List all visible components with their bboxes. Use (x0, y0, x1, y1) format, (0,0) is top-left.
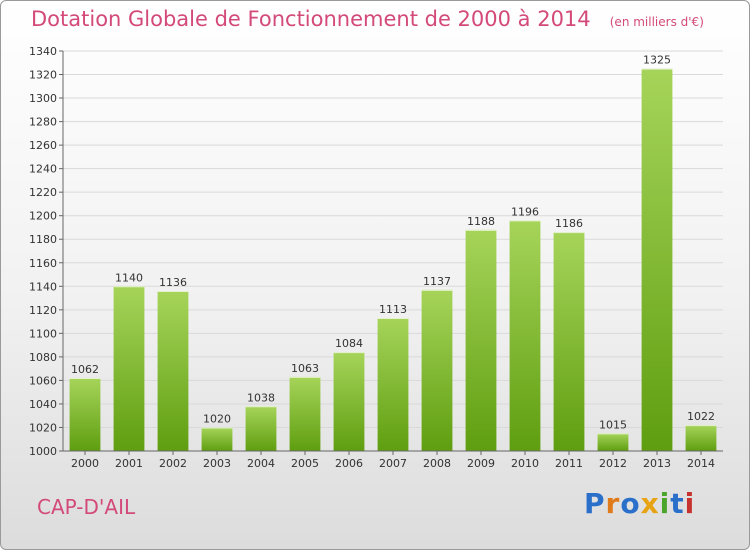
data-label-2000: 1062 (71, 363, 99, 376)
x-tick-label-2009: 2009 (467, 457, 495, 470)
bar-2011[interactable] (553, 232, 585, 451)
title-row: Dotation Globale de Fonctionnement de 20… (31, 7, 704, 31)
data-label-2006: 1084 (335, 337, 363, 350)
bar-2013[interactable] (641, 68, 673, 451)
x-tick-label-2000: 2000 (71, 457, 99, 470)
logo-letter: x (640, 487, 660, 520)
bar-2008[interactable] (421, 289, 453, 451)
x-tick-label-2008: 2008 (423, 457, 451, 470)
commune-name: CAP-D'AIL (37, 495, 136, 519)
x-tick-label-2006: 2006 (335, 457, 363, 470)
data-label-2004: 1038 (247, 391, 275, 404)
data-label-2007: 1113 (379, 303, 407, 316)
bar-2014[interactable] (685, 425, 717, 451)
bar-2010[interactable] (509, 220, 541, 451)
data-label-2008: 1137 (423, 275, 451, 288)
y-tick-label: 1200 (29, 210, 57, 223)
bar-2012[interactable] (597, 433, 629, 451)
y-tick-label: 1220 (29, 186, 57, 199)
y-tick-label: 1120 (29, 304, 57, 317)
y-tick-label: 1100 (29, 327, 57, 340)
y-tick-label: 1020 (29, 421, 57, 434)
x-tick-label-2002: 2002 (159, 457, 187, 470)
data-label-2002: 1136 (159, 276, 187, 289)
bar-2000[interactable] (69, 378, 101, 451)
x-tick-label-2007: 2007 (379, 457, 407, 470)
y-tick-label: 1000 (29, 445, 57, 458)
y-tick-label: 1140 (29, 280, 57, 293)
y-tick-label: 1300 (29, 92, 57, 105)
bar-layer: 1062 1140 1136 1020 1038 1063 1084 1113 1137 1188… (69, 54, 717, 451)
x-tick-label-2014: 2014 (687, 457, 715, 470)
x-tick-label-2013: 2013 (643, 457, 671, 470)
x-tick-label-2005: 2005 (291, 457, 319, 470)
x-tick-label-2004: 2004 (247, 457, 275, 470)
bar-2001[interactable] (113, 286, 145, 451)
y-tick-label: 1040 (29, 398, 57, 411)
logo-letter: P (584, 487, 606, 520)
bar-2003[interactable] (201, 427, 233, 451)
y-tick-label: 1160 (29, 257, 57, 270)
data-label-2001: 1140 (115, 271, 143, 284)
logo-letter: o (620, 487, 641, 520)
x-tick-label-2011: 2011 (555, 457, 583, 470)
logo-letter: r (605, 487, 621, 520)
logo-letter: i (659, 487, 671, 520)
y-tick-label: 1280 (29, 116, 57, 129)
data-label-2010: 1196 (511, 205, 539, 218)
y-tick-label: 1080 (29, 351, 57, 364)
x-tick-label-2001: 2001 (115, 457, 143, 470)
proxiti-logo[interactable]: Proxiti (584, 487, 695, 520)
data-label-2009: 1188 (467, 215, 495, 228)
bar-2006[interactable] (333, 352, 365, 451)
x-tick-label-2003: 2003 (203, 457, 231, 470)
x-tick-label-2012: 2012 (599, 457, 627, 470)
y-tick-label: 1320 (29, 69, 57, 82)
data-label-2011: 1186 (555, 217, 583, 230)
data-label-2003: 1020 (203, 412, 231, 425)
bar-2007[interactable] (377, 318, 409, 451)
data-label-2013: 1325 (643, 54, 671, 67)
chart-unit: (en milliers d'€) (609, 15, 704, 29)
y-tick-label: 1240 (29, 163, 57, 176)
y-tick-label: 1180 (29, 233, 57, 246)
axis-layer: 1000 1020 1040 1060 1080 1100 1120 1140 1160 1180… (29, 45, 723, 470)
bar-2009[interactable] (465, 229, 497, 451)
data-label-2014: 1022 (687, 410, 715, 423)
chart-title: Dotation Globale de Fonctionnement de 20… (31, 7, 591, 31)
bar-2005[interactable] (289, 376, 321, 451)
bar-2004[interactable] (245, 406, 277, 451)
y-tick-label: 1260 (29, 139, 57, 152)
logo-letter: t (670, 487, 685, 520)
y-tick-label: 1340 (29, 45, 57, 58)
x-tick-label-2010: 2010 (511, 457, 539, 470)
logo-letter: i (684, 487, 696, 520)
bar-2002[interactable] (157, 291, 189, 451)
data-label-2005: 1063 (291, 362, 319, 375)
data-label-2012: 1015 (599, 418, 627, 431)
y-tick-label: 1060 (29, 374, 57, 387)
